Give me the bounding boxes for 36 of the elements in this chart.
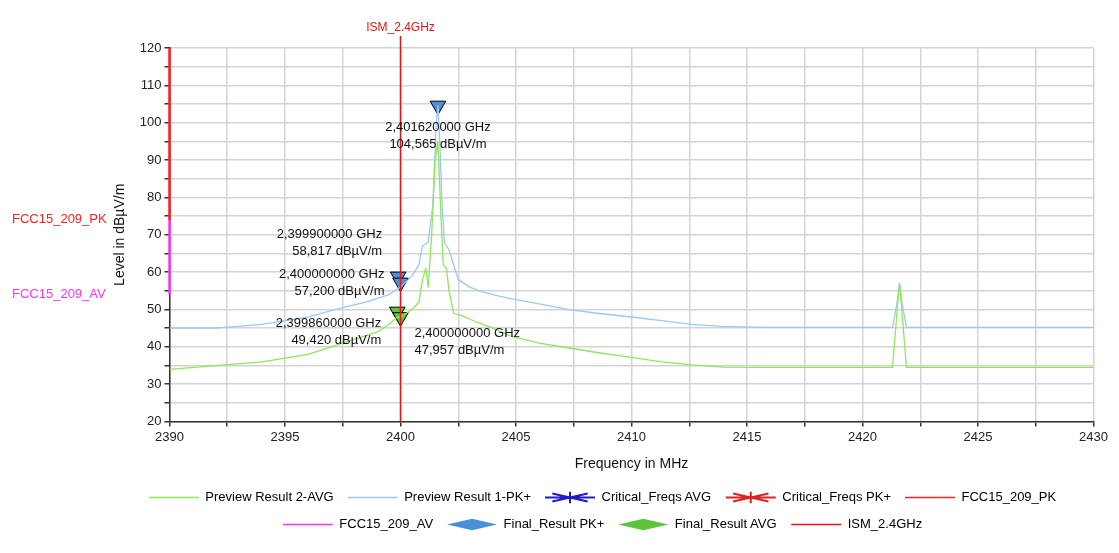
text: FCC15_209_PK [12, 211, 107, 227]
legend-label: Preview Result 1-PK+ [404, 489, 531, 505]
x-tick-label: 2425 [963, 428, 993, 444]
legend-label: Final_Result AVG [674, 516, 777, 532]
legend-label: Preview Result 2-AVG [205, 489, 334, 505]
x-tick-label: 2395 [270, 428, 300, 444]
data-label: 2,399900000 GHz 58,817 dBµV/m [276, 226, 383, 259]
ref-line-label: ISM_2.4GHz [366, 20, 435, 35]
y-tick-label: 120 [139, 39, 162, 55]
y-tick-label: 40 [147, 338, 162, 354]
y-tick-label: 110 [140, 76, 162, 92]
y-axis-title: Level in dBµV/m [111, 183, 128, 286]
x-tick-label: 2400 [386, 428, 415, 444]
x-tick-label: 2430 [1079, 428, 1108, 444]
y-tick-label: 70 [147, 226, 162, 242]
x-tick-label: 2420 [848, 428, 877, 444]
legend-label: Critical_Freqs AVG [601, 489, 712, 505]
legend-label: FCC15_209_PK [961, 489, 1057, 505]
y-tick-label: 50 [147, 301, 162, 317]
legend-label: Final_Result PK+ [503, 516, 605, 532]
x-tick-label: 2410 [617, 428, 646, 444]
y-tick-label: 30 [147, 375, 162, 391]
data-label: 2,400000000 GHz 57,200 dBµV/m [278, 266, 385, 299]
y-tick-label: 20 [147, 413, 162, 429]
x-tick-label: 2415 [732, 428, 762, 444]
legend-label: FCC15_209_AV [339, 516, 434, 532]
y-tick-label: 100 [139, 114, 162, 130]
x-tick-label: 2390 [155, 428, 184, 444]
text: ISM_2.4GHz [847, 516, 923, 532]
legend-label: Critical_Freqs PK+ [782, 489, 892, 505]
x-tick-label: 2405 [501, 428, 531, 444]
x-axis-title: Frequency in MHz [574, 455, 689, 472]
y-tick-label: 90 [147, 151, 162, 167]
y-tick-label: 80 [147, 189, 162, 205]
y-tick-label: 60 [147, 263, 162, 279]
text: FCC15_209_AV [12, 286, 106, 302]
